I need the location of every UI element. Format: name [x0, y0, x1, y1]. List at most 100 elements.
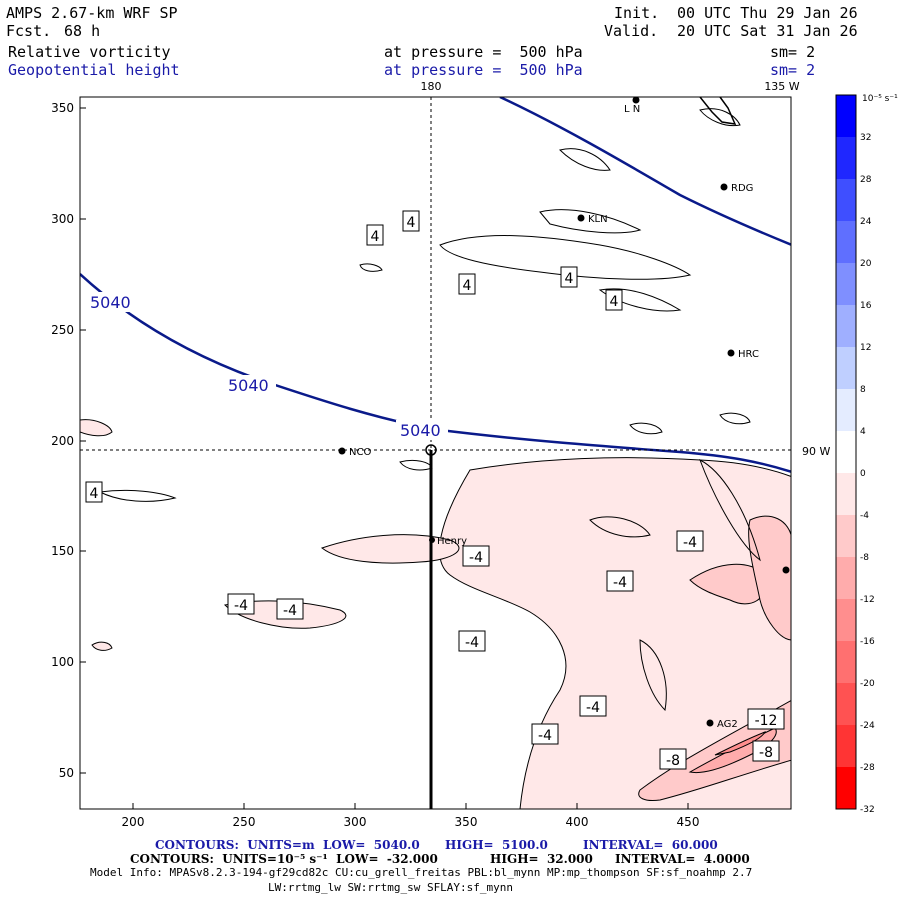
contour-label-box: 4 [458, 273, 476, 295]
colorbar-swatch [836, 431, 856, 474]
height-label: 5040 [90, 293, 131, 312]
colorbar-swatch [836, 95, 856, 138]
colorbar-units: 10⁻⁵ s⁻¹ [862, 94, 898, 104]
colorbar-swatch [836, 725, 856, 768]
field1-pressure: at pressure = 500 hPa [384, 43, 583, 61]
colorbar-tick-label: -20 [860, 679, 875, 689]
x-tick-label: 400 [566, 815, 589, 829]
field2-smoothing: sm= 2 [770, 61, 816, 79]
svg-text:4: 4 [565, 271, 574, 287]
svg-text:-4: -4 [683, 535, 697, 551]
station-dot [706, 719, 714, 727]
colorbar-swatch [836, 347, 856, 390]
x-tick-label: 250 [233, 815, 256, 829]
field1-name: Relative vorticity [8, 43, 171, 61]
colorbar-swatch [836, 263, 856, 306]
contour-label-box: -4 [606, 570, 634, 592]
plot-frame [79, 96, 792, 810]
station-label-rdg: RDG [731, 183, 753, 194]
lon-label-90w: 90 W [802, 445, 830, 458]
station-label-kln: KLN [588, 214, 608, 225]
pole-marker [425, 444, 437, 456]
station-dot [338, 447, 346, 455]
station-dot [782, 566, 790, 574]
contour-label-box: -4 [276, 598, 304, 620]
colorbar-swatch [836, 389, 856, 432]
colorbar-tick-label: -8 [860, 553, 869, 563]
x-tick-label: 350 [455, 815, 478, 829]
colorbar-tick-label: 20 [860, 259, 872, 269]
footer-vorticity-contours: CONTOURS: UNITS=10⁻⁵ s⁻¹ LOW= -32.000 [130, 852, 438, 866]
contour-label-box: -4 [676, 530, 704, 552]
y-tick-label: 250 [51, 323, 74, 337]
colorbar-tick-label: -16 [860, 637, 875, 647]
colorbar-tick-label: 8 [860, 385, 866, 395]
init-value: 00 UTC Thu 29 Jan 26 [677, 4, 858, 22]
field2-pressure: at pressure = 500 hPa [384, 61, 583, 79]
contour-label-box: -4 [458, 630, 486, 652]
svg-text:-8: -8 [666, 753, 680, 769]
svg-text:-4: -4 [538, 728, 552, 744]
colorbar-swatch [836, 599, 856, 642]
x-tick-label: 200 [122, 815, 145, 829]
colorbar: 32 28 24 20 16 12 8 4 0 -4 -8 -12 -16 -20 -24 -28 -32 [835, 94, 875, 815]
colorbar-swatch [836, 557, 856, 600]
contour-label-box: 4 [85, 481, 103, 503]
y-tick-label: 100 [51, 655, 74, 669]
station-label-henry: Henry [437, 536, 467, 547]
y-tick-label: 300 [51, 212, 74, 226]
y-tick-label: 350 [51, 101, 74, 115]
svg-text:-4: -4 [586, 700, 600, 716]
colorbar-swatch [836, 137, 856, 180]
contour-label-box: -4 [531, 723, 559, 745]
y-axis: 350 300 250 200 150 100 50 [51, 101, 86, 780]
colorbar-swatch [836, 473, 856, 516]
vorticity-labels: 4 4 4 4 4 4 4 -4 -4 -4 -4 -4 -4 -4 -4 -8… [85, 210, 785, 770]
colorbar-tick-label: -24 [860, 721, 875, 731]
field2-name: Geopotential height [8, 61, 180, 79]
contour-label-box: 4 [605, 289, 623, 311]
colorbar-swatch [836, 683, 856, 726]
height-label: 5040 [400, 421, 441, 440]
x-axis: 200 250 300 350 400 450 [122, 803, 699, 829]
footer-height-contours: CONTOURS: UNITS=m LOW= 5040.0 [155, 838, 420, 852]
colorbar-frame [835, 94, 857, 810]
lon-label-135w: 135 W [764, 80, 799, 93]
vorticity-field [80, 108, 791, 809]
station-dot [727, 349, 735, 357]
footer-model-info: Model Info: MPASv8.2.3-194-gf29cd82c CU:… [90, 866, 753, 879]
contour-label-box: -4 [462, 545, 490, 567]
x-tick-label: 300 [344, 815, 367, 829]
contour-label-box: -8 [752, 740, 780, 762]
y-tick-label: 150 [51, 544, 74, 558]
contour-label-box: 4 [402, 210, 420, 232]
colorbar-tick-label: -28 [860, 763, 875, 773]
contour-label-box: -4 [227, 593, 255, 615]
init-label: Init. [614, 4, 660, 22]
colorbar-tick-label: 24 [860, 217, 872, 227]
station-dot [429, 537, 435, 543]
svg-text:4: 4 [90, 486, 99, 502]
svg-text:4: 4 [407, 215, 416, 231]
colorbar-swatch [836, 515, 856, 558]
station-label-hrc: HRC [738, 349, 759, 360]
svg-text:4: 4 [610, 294, 619, 310]
height-labels: 5040 5040 5040 [86, 292, 448, 440]
svg-text:-8: -8 [759, 745, 773, 761]
station-label-nco: NCO [349, 447, 371, 458]
y-tick-label: 200 [51, 434, 74, 448]
footer-vorticity-interval: INTERVAL= 4.0000 [615, 852, 750, 866]
colorbar-tick-label: 16 [860, 301, 872, 311]
svg-text:-4: -4 [469, 550, 483, 566]
contour-label-box: -8 [659, 748, 687, 770]
colorbar-tick-label: -32 [860, 805, 875, 815]
colorbar-tick-label: 4 [860, 427, 866, 437]
station-dot [577, 214, 585, 222]
forecast-label: Fcst. [6, 22, 52, 40]
valid-value: 20 UTC Sat 31 Jan 26 [677, 22, 858, 40]
contour-label-box: 4 [560, 266, 578, 288]
station-label-ag2: AG2 [717, 719, 738, 730]
colorbar-swatch [836, 179, 856, 222]
footer-physics-info: LW:rrtmg_lw SW:rrtmg_sw SFLAY:sf_mynn [268, 881, 514, 894]
